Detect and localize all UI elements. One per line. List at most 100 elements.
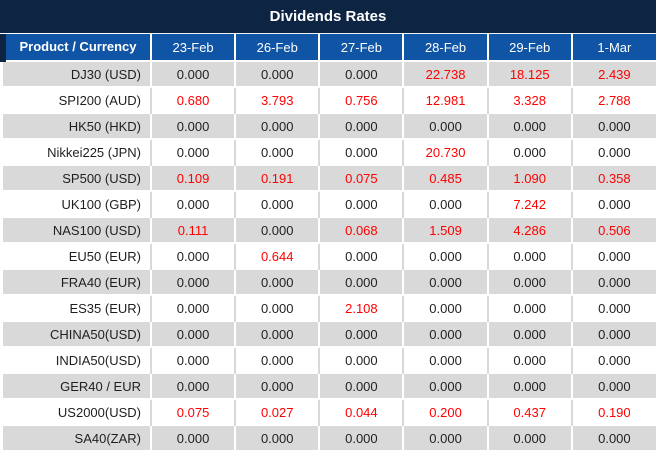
value-cell: 0.000 — [318, 60, 404, 87]
product-cell: GER40 / EUR — [3, 372, 151, 399]
value-cell: 0.000 — [149, 242, 236, 269]
value-cell: 0.358 — [570, 164, 656, 191]
header-date: 29-Feb — [486, 33, 572, 61]
value-cell: 0.000 — [234, 190, 320, 217]
dividends-table: Product / Currency 23-Feb 26-Feb 27-Feb 28-F… — [0, 33, 656, 450]
value-cell: 20.730 — [402, 138, 488, 165]
value-cell: 0.485 — [402, 164, 488, 191]
table-row: INDIA50(USD) 0.000 0.000 0.000 0.000 0.000 0.0… — [3, 346, 656, 373]
value-cell: 0.000 — [234, 268, 320, 295]
product-cell: INDIA50(USD) — [3, 346, 151, 373]
value-cell: 1.090 — [486, 164, 572, 191]
value-cell: 0.000 — [486, 320, 572, 347]
value-cell: 0.000 — [149, 424, 236, 450]
value-cell: 0.111 — [149, 216, 236, 243]
value-cell: 0.075 — [149, 398, 236, 425]
product-cell: EU50 (EUR) — [3, 242, 151, 269]
value-cell: 0.000 — [234, 294, 320, 321]
product-cell: ES35 (EUR) — [3, 294, 151, 321]
value-cell: 0.000 — [570, 346, 656, 373]
value-cell: 0.075 — [318, 164, 404, 191]
value-cell: 0.000 — [486, 112, 572, 139]
value-cell: 0.000 — [149, 138, 236, 165]
value-cell: 0.000 — [318, 190, 404, 217]
value-cell: 0.000 — [402, 320, 488, 347]
value-cell: 0.000 — [402, 112, 488, 139]
value-cell: 0.000 — [318, 268, 404, 295]
value-cell: 0.000 — [402, 242, 488, 269]
product-cell: FRA40 (EUR) — [3, 268, 151, 295]
value-cell: 0.000 — [318, 112, 404, 139]
value-cell: 0.000 — [486, 294, 572, 321]
product-cell: HK50 (HKD) — [3, 112, 151, 139]
value-cell: 0.000 — [570, 294, 656, 321]
value-cell: 2.439 — [570, 60, 656, 87]
product-cell: Nikkei225 (JPN) — [3, 138, 151, 165]
value-cell: 0.000 — [402, 190, 488, 217]
header-date: 27-Feb — [318, 33, 404, 61]
value-cell: 0.191 — [234, 164, 320, 191]
value-cell: 0.000 — [149, 346, 236, 373]
value-cell: 0.000 — [149, 112, 236, 139]
value-cell: 2.108 — [318, 294, 404, 321]
value-cell: 0.000 — [486, 424, 572, 450]
table-row: NAS100 (USD) 0.111 0.000 0.068 1.509 4.286 0.5… — [3, 216, 656, 243]
value-cell: 0.000 — [402, 294, 488, 321]
value-cell: 0.000 — [570, 138, 656, 165]
value-cell: 0.200 — [402, 398, 488, 425]
value-cell: 18.125 — [486, 60, 572, 87]
title-bar: Dividends Rates — [0, 0, 656, 33]
product-cell: CHINA50(USD) — [3, 320, 151, 347]
header-date: 26-Feb — [234, 33, 320, 61]
table-body: DJ30 (USD) 0.000 0.000 0.000 22.738 18.125 2.4… — [3, 60, 656, 450]
value-cell: 0.000 — [402, 346, 488, 373]
value-cell: 0.000 — [234, 346, 320, 373]
value-cell: 0.000 — [149, 372, 236, 399]
product-cell: UK100 (GBP) — [3, 190, 151, 217]
table-row: DJ30 (USD) 0.000 0.000 0.000 22.738 18.125 2.4… — [3, 60, 656, 87]
value-cell: 0.000 — [149, 294, 236, 321]
product-cell: NAS100 (USD) — [3, 216, 151, 243]
value-cell: 0.000 — [318, 346, 404, 373]
value-cell: 0.000 — [486, 138, 572, 165]
value-cell: 0.000 — [402, 268, 488, 295]
table-row: Nikkei225 (JPN) 0.000 0.000 0.000 20.730 0.00… — [3, 138, 656, 165]
value-cell: 0.000 — [570, 190, 656, 217]
value-cell: 3.328 — [486, 86, 572, 113]
product-cell: DJ30 (USD) — [3, 60, 151, 87]
table-row: HK50 (HKD) 0.000 0.000 0.000 0.000 0.000 0.000 — [3, 112, 656, 139]
value-cell: 0.068 — [318, 216, 404, 243]
value-cell: 0.000 — [318, 138, 404, 165]
value-cell: 0.000 — [486, 242, 572, 269]
value-cell: 12.981 — [402, 86, 488, 113]
value-cell: 2.788 — [570, 86, 656, 113]
value-cell: 0.000 — [318, 372, 404, 399]
value-cell: 4.286 — [486, 216, 572, 243]
table-row: US2000(USD) 0.075 0.027 0.044 0.200 0.437 0.19… — [3, 398, 656, 425]
value-cell: 0.000 — [234, 112, 320, 139]
value-cell: 0.000 — [149, 60, 236, 87]
value-cell: 0.644 — [234, 242, 320, 269]
table-row: EU50 (EUR) 0.000 0.644 0.000 0.000 0.000 0.000 — [3, 242, 656, 269]
header-date: 23-Feb — [149, 33, 236, 61]
value-cell: 0.000 — [570, 424, 656, 450]
table-row: UK100 (GBP) 0.000 0.000 0.000 0.000 7.242 0.00… — [3, 190, 656, 217]
value-cell: 0.000 — [149, 190, 236, 217]
value-cell: 0.000 — [486, 346, 572, 373]
product-cell: SA40(ZAR) — [3, 424, 151, 450]
value-cell: 0.000 — [486, 268, 572, 295]
value-cell: 7.242 — [486, 190, 572, 217]
value-cell: 0.000 — [234, 372, 320, 399]
value-cell: 0.000 — [234, 320, 320, 347]
value-cell: 0.756 — [318, 86, 404, 113]
value-cell: 0.109 — [149, 164, 236, 191]
value-cell: 0.000 — [570, 320, 656, 347]
value-cell: 22.738 — [402, 60, 488, 87]
value-cell: 0.000 — [149, 268, 236, 295]
table-row: FRA40 (EUR) 0.000 0.000 0.000 0.000 0.000 0.00… — [3, 268, 656, 295]
value-cell: 0.000 — [318, 424, 404, 450]
value-cell: 0.000 — [234, 216, 320, 243]
panel-title: Dividends Rates — [269, 8, 387, 25]
value-cell: 0.437 — [486, 398, 572, 425]
